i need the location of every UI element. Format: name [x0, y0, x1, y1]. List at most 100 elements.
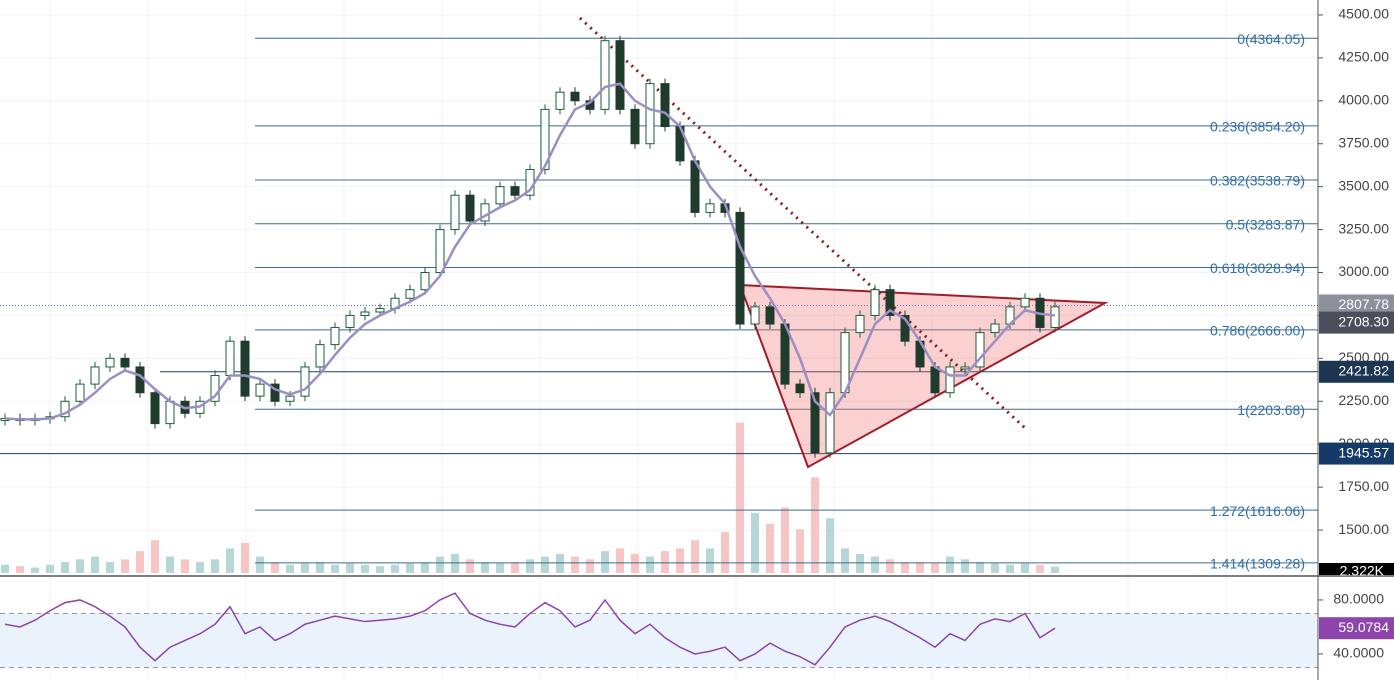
- volume-bar: [751, 512, 759, 573]
- candle-body: [60, 400, 70, 418]
- volume-bar: [646, 556, 654, 573]
- volume-bar: [586, 559, 594, 573]
- volume-bar: [556, 553, 564, 573]
- candle-body: [315, 344, 325, 368]
- volume-bar: [61, 562, 69, 573]
- volume-bar: [121, 559, 129, 573]
- volume-bar: [676, 548, 684, 573]
- candle-body: [645, 83, 655, 145]
- candle-body: [690, 160, 700, 213]
- volume-bar: [241, 542, 249, 573]
- volume-bar: [706, 548, 714, 573]
- volume-bar: [496, 563, 504, 573]
- price-tag: [1319, 360, 1394, 383]
- volume-bar: [286, 564, 294, 573]
- price-tag: [1319, 294, 1394, 317]
- y-tick-label: 3500.00: [1338, 177, 1389, 193]
- fib-label: 1.272(1616.06): [1210, 503, 1305, 519]
- rsi-tick-label: 80.0000: [1333, 591, 1384, 607]
- candle-body: [210, 375, 220, 402]
- candle-body: [270, 383, 280, 402]
- candle-body: [90, 366, 100, 385]
- volume-bar: [331, 564, 339, 573]
- volume-bar: [511, 562, 519, 573]
- candle-body: [510, 186, 520, 196]
- volume-tag: [1319, 563, 1394, 575]
- candle-body: [285, 395, 295, 402]
- candle-body: [105, 357, 115, 368]
- volume-bar: [526, 559, 534, 573]
- volume-bar: [376, 566, 384, 573]
- volume-bar: [46, 564, 54, 573]
- volume-bar: [766, 523, 774, 573]
- volume-bar: [481, 562, 489, 573]
- volume-bar: [466, 559, 474, 573]
- candle-body: [255, 383, 265, 397]
- volume-bar: [301, 563, 309, 573]
- candle-body: [570, 91, 580, 102]
- candle-body: [150, 392, 160, 425]
- candle-body: [420, 272, 430, 291]
- candle-body: [540, 108, 550, 170]
- candle-body: [75, 383, 85, 402]
- volume-bar: [166, 556, 174, 573]
- volume-bar: [976, 562, 984, 573]
- candle-body: [810, 392, 820, 454]
- volume-bar: [16, 566, 24, 573]
- y-tick-label: 4250.00: [1338, 49, 1389, 65]
- rsi-tag: [1319, 617, 1394, 640]
- candle-body: [855, 314, 865, 334]
- fib-label: 0.618(3028.94): [1210, 260, 1305, 276]
- moving-average: [4, 82, 1056, 421]
- volume-bar: [136, 551, 144, 573]
- fib-label: 0.382(3538.79): [1210, 173, 1305, 189]
- volume-bar: [181, 559, 189, 573]
- y-tick-label: 3250.00: [1338, 220, 1389, 236]
- volume-bar: [931, 563, 939, 573]
- candle-body: [960, 366, 970, 370]
- price-tag-label: 2708.30: [1338, 313, 1389, 329]
- rsi-line: [4, 592, 1056, 666]
- y-tick-label: 1500.00: [1338, 521, 1389, 537]
- candle-body: [765, 306, 775, 325]
- volume-bar: [31, 567, 39, 573]
- fib-label: 0.786(2666.00): [1210, 323, 1305, 339]
- volume-bar: [901, 562, 909, 573]
- fib-label: 1(2203.68): [1237, 402, 1305, 418]
- candle-body: [225, 340, 235, 377]
- volume-bar: [541, 556, 549, 573]
- volume-bar: [946, 556, 954, 573]
- candle-body: [735, 211, 745, 325]
- candle-body: [795, 383, 805, 394]
- volume-bar: [811, 477, 819, 573]
- volume-bar: [1051, 566, 1059, 573]
- y-tick-label: 3750.00: [1338, 134, 1389, 150]
- volume-bar: [661, 551, 669, 573]
- volume-bar: [1006, 564, 1014, 573]
- volume-bar: [691, 540, 699, 573]
- volume-bar: [391, 564, 399, 573]
- fib-label: 0.5(3283.87): [1226, 216, 1305, 232]
- candle-body: [450, 194, 460, 231]
- candle-body: [630, 108, 640, 145]
- volume-bar: [1036, 564, 1044, 573]
- volume-tag-label: 2.322K: [1340, 563, 1385, 579]
- candle-body: [600, 40, 610, 110]
- candle-body: [360, 311, 370, 316]
- volume-bar: [721, 532, 729, 573]
- candle-body: [330, 326, 340, 346]
- trend-line: [578, 16, 1027, 430]
- volume-bar: [1021, 563, 1029, 573]
- candle-body: [240, 340, 250, 397]
- candle-body: [825, 392, 835, 454]
- volume-bar: [76, 559, 84, 573]
- volume-bar: [451, 553, 459, 573]
- volume-bar: [316, 562, 324, 573]
- candle-body: [345, 314, 355, 328]
- volume-bar: [871, 556, 879, 573]
- volume-bar: [826, 518, 834, 573]
- y-tick-label: 3000.00: [1338, 263, 1389, 279]
- volume-bar: [106, 562, 114, 573]
- candle-body: [1020, 297, 1030, 308]
